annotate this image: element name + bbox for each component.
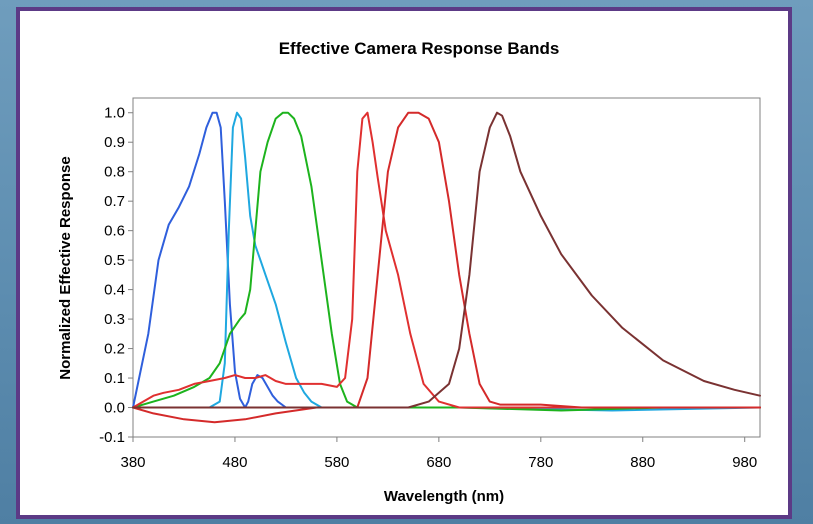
chart: Effective Camera Response Bands -0.1 0.0 0… [57, 39, 761, 505]
y-axis-label: Normalized Effective Response [57, 156, 74, 379]
plot-frame [132, 97, 761, 438]
x-tick-label: 680 [426, 454, 451, 471]
x-tick-label: 480 [222, 454, 247, 471]
y-tick-label: 0.3 [104, 311, 125, 328]
y-tick-label: 0.8 [104, 164, 125, 181]
x-tick-label: 580 [324, 454, 349, 471]
x-tick-label: 880 [630, 454, 655, 471]
series-line-6 [132, 111, 761, 409]
y-tick-label: 0.4 [104, 282, 125, 299]
y-tick-label: 0.2 [104, 341, 125, 358]
y-tick-label: -0.1 [99, 429, 125, 446]
y-tick-label: 0.0 [104, 400, 125, 417]
chart-frame: Effective Camera Response Bands -0.1 0.0 0… [16, 7, 792, 519]
series-line-4 [132, 111, 761, 409]
chart-title: Effective Camera Response Bands [279, 39, 560, 58]
y-tick-label: 0.9 [104, 134, 125, 151]
y-tick-label: 1.0 [104, 105, 125, 122]
x-tick-label: 780 [528, 454, 553, 471]
plot-area: -0.1 0.0 0.1 0.2 0.3 0.4 0.5 0.6 0.7 0.8 0.9 1.0 380… [99, 97, 761, 471]
y-tick-label: 0.1 [104, 370, 125, 387]
x-tick-label: 380 [120, 454, 145, 471]
x-axis-label: Wavelength (nm) [384, 488, 504, 505]
y-tick-label: 0.5 [104, 252, 125, 269]
y-tick-label: 0.6 [104, 223, 125, 240]
y-tick-label: 0.7 [104, 193, 125, 210]
x-tick-label: 980 [732, 454, 757, 471]
series-line-5 [132, 111, 761, 424]
series-line-2 [132, 111, 761, 412]
